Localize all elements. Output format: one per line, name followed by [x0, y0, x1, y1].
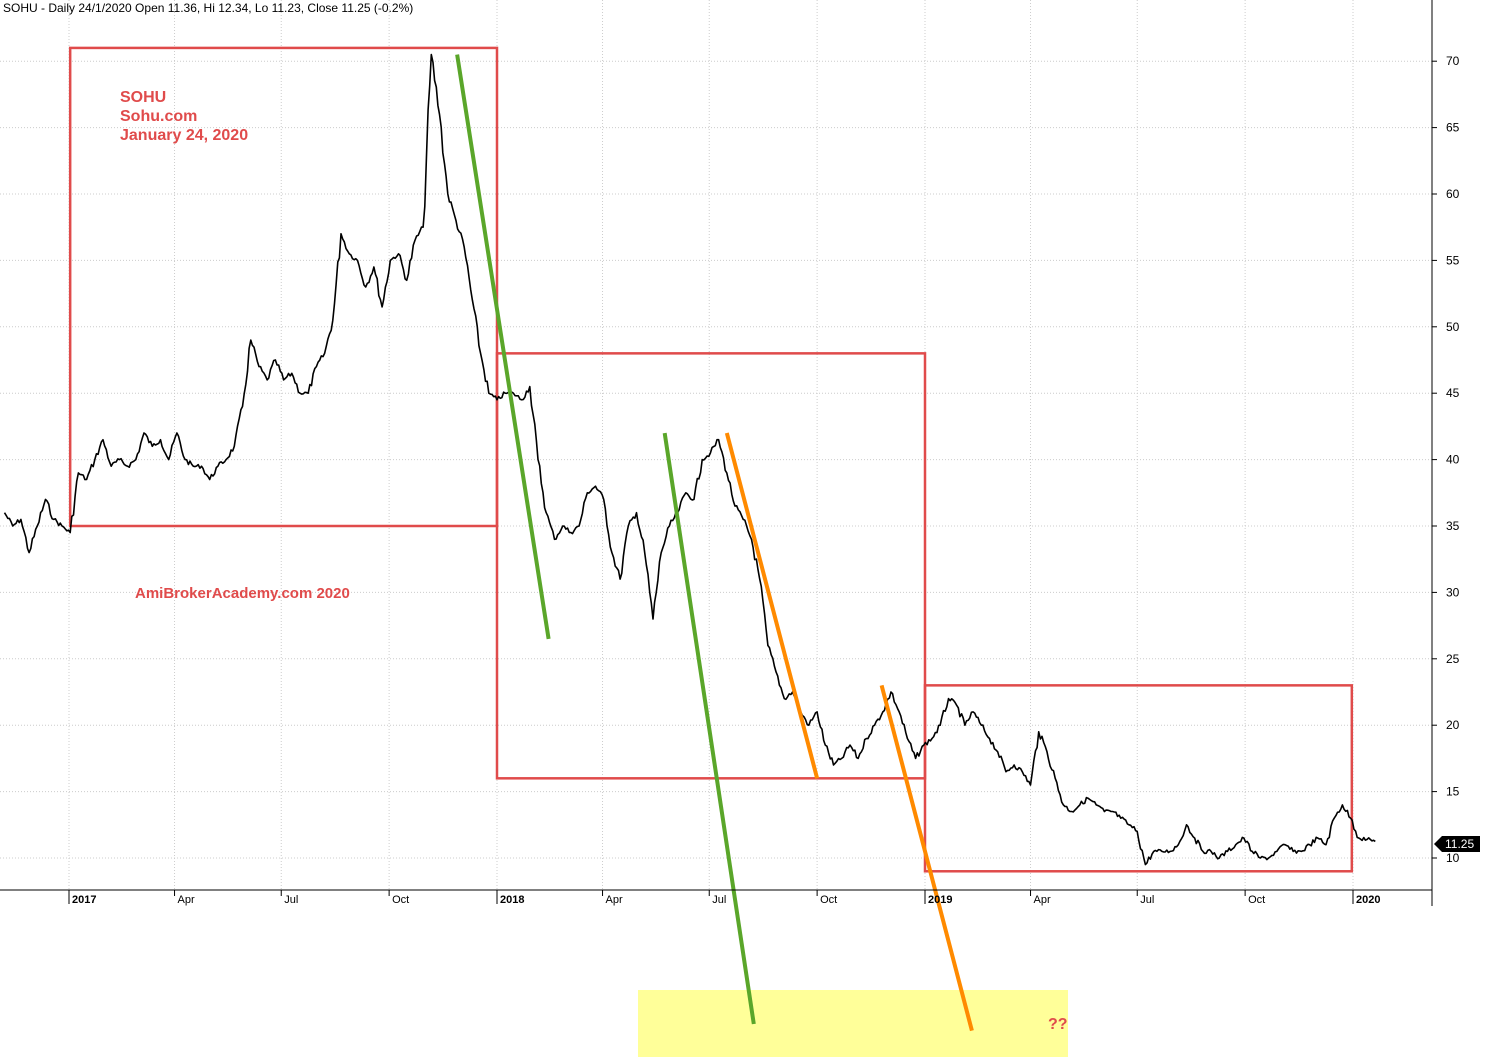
- y-tick-label: 60: [1446, 187, 1460, 201]
- x-tick-label: 2018: [500, 894, 524, 906]
- y-tick-label: 55: [1446, 253, 1460, 267]
- target-highlight-zone: [638, 990, 1068, 1057]
- orange-trend-line-3: [724, 432, 820, 779]
- x-tick-label: 2019: [928, 894, 952, 906]
- x-tick-label: Apr: [1034, 894, 1051, 906]
- x-tick-label: 2017: [72, 894, 96, 906]
- x-tick-label: Apr: [606, 894, 623, 906]
- y-tick-label: 35: [1446, 519, 1460, 533]
- x-tick-label: Apr: [178, 894, 195, 906]
- last-price-badge-shape: [1434, 836, 1480, 852]
- green-trend-line-1: [455, 54, 551, 640]
- x-tick-label: Oct: [1248, 894, 1265, 906]
- annotation-company: Sohu.com: [120, 108, 197, 125]
- range-box-2: [495, 352, 927, 780]
- price-series-line: [3, 53, 1376, 866]
- axes: [0, 0, 1433, 906]
- last-price-badge: 11.25: [1434, 836, 1480, 852]
- y-tick-label: 10: [1446, 851, 1460, 865]
- question-marks: ??: [1048, 1016, 1068, 1033]
- x-axis-ticks: 2017 Apr Jul Oct 2018 Apr Jul Oct 2019 Apr Jul Oct 2…: [68, 890, 1380, 906]
- y-tick-label: 15: [1446, 785, 1460, 799]
- y-tick-label: 40: [1446, 453, 1460, 467]
- x-tick-label: 2020: [1356, 894, 1380, 906]
- y-axis-ticks: 10 15 20 25 30 35 40 45 50 55 60 65 70: [1432, 54, 1460, 865]
- annotation-ticker: SOHU: [120, 89, 166, 106]
- green-trend-line-2: [662, 432, 756, 1025]
- last-price-label: 11.25: [1445, 837, 1474, 851]
- chart-header: SOHU - Daily 24/1/2020 Open 11.36, Hi 12…: [3, 1, 413, 15]
- annotation-date: January 24, 2020: [120, 127, 248, 144]
- y-tick-label: 70: [1446, 54, 1460, 68]
- x-tick-label: Oct: [392, 894, 409, 906]
- y-tick-label: 20: [1446, 718, 1460, 732]
- range-boxes: [68, 46, 1354, 873]
- trend-lines: [455, 54, 974, 1032]
- orange-trend-line-4: [879, 684, 974, 1032]
- watermark-text: AmiBrokerAcademy.com 2020: [135, 585, 350, 602]
- y-tick-label: 65: [1446, 121, 1460, 135]
- y-tick-label: 30: [1446, 585, 1460, 599]
- x-tick-label: Jul: [1140, 894, 1154, 906]
- range-box-3: [923, 684, 1354, 873]
- y-tick-label: 45: [1446, 386, 1460, 400]
- y-tick-label: 50: [1446, 320, 1460, 334]
- y-tick-label: 25: [1446, 652, 1460, 666]
- x-tick-label: Jul: [284, 894, 298, 906]
- x-tick-label: Jul: [712, 894, 726, 906]
- range-box-1: [68, 46, 499, 528]
- x-tick-label: Oct: [820, 894, 837, 906]
